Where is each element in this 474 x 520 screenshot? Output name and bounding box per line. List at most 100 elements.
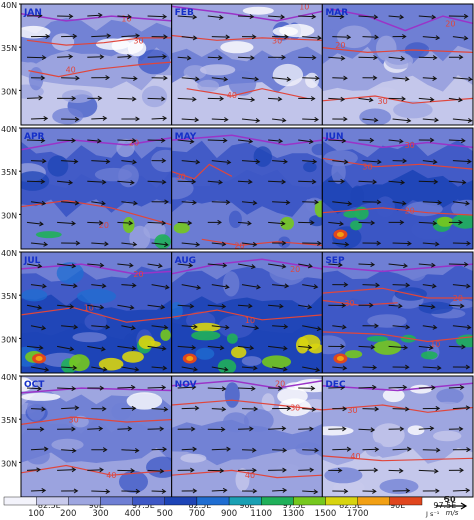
panel-may: 30 20 MAY — [171, 127, 323, 250]
lon-tick-label: 82.5E — [188, 501, 211, 510]
wind-vector — [332, 75, 348, 81]
wind-vector — [328, 467, 343, 473]
wind-vector — [57, 263, 77, 269]
wind-vector — [26, 221, 44, 227]
wind-vector — [388, 468, 404, 474]
wind-vector — [87, 179, 107, 185]
wind-vector — [147, 179, 167, 185]
wind-vector — [358, 467, 379, 473]
wind-vector — [87, 304, 105, 310]
wind-vector — [57, 54, 74, 60]
panel-sep: 20 30 10 SEP — [321, 251, 474, 374]
field-patch-light — [111, 37, 144, 55]
wind-vector — [181, 446, 198, 452]
field-patch-light — [242, 6, 274, 15]
wind-vector — [358, 220, 376, 226]
wind-vector — [388, 345, 409, 351]
wind-vector — [328, 138, 347, 144]
contour-purple — [329, 8, 474, 32]
lon-tick-label: 90E — [390, 501, 405, 510]
wind-vector — [328, 302, 347, 308]
wind-vector — [422, 241, 440, 247]
wind-vector — [241, 406, 259, 412]
field-patch — [52, 108, 84, 125]
panel-frame — [321, 127, 474, 250]
wind-vector — [422, 75, 438, 81]
field-patch — [405, 260, 427, 282]
wind-vector — [30, 488, 47, 494]
wind-vector — [30, 366, 50, 372]
field-patch-high — [345, 350, 363, 359]
field-patch-high — [373, 340, 402, 355]
wind-vector — [388, 263, 408, 269]
wind-vector — [241, 284, 261, 290]
wind-vector — [237, 138, 254, 144]
panel-frame — [321, 251, 474, 374]
wind-vector — [302, 366, 321, 373]
wind-vector — [272, 283, 290, 289]
wind-vector — [241, 118, 261, 123]
month-label: JUL — [23, 256, 41, 266]
wind-vector — [211, 199, 231, 205]
field-patch-max-core — [35, 355, 43, 361]
wind-vector — [87, 426, 104, 432]
wind-vector — [448, 219, 463, 225]
colorbar-tick-label: 1100 — [250, 509, 272, 519]
wind-vector — [392, 446, 412, 452]
field-patch-light — [277, 387, 308, 405]
wind-vector — [117, 96, 137, 102]
contour-label: 20 — [133, 270, 143, 279]
wind-vector — [268, 345, 288, 351]
wind-vector — [418, 425, 435, 431]
wind-vector — [388, 384, 408, 390]
wind-vector — [151, 115, 168, 121]
wind-vector — [61, 158, 79, 164]
wind-vector — [181, 324, 198, 330]
contour-red — [171, 469, 323, 479]
wind-vector — [268, 179, 287, 185]
wind-vector — [358, 344, 376, 350]
wind-vector — [181, 76, 200, 82]
wind-vector — [388, 179, 406, 185]
wind-vector — [448, 344, 466, 350]
lat-tick-label: 35N — [1, 416, 17, 425]
field-patch — [275, 463, 301, 478]
reference-unit: m/s — [446, 509, 459, 517]
field-patch — [197, 79, 220, 92]
wind-vector — [418, 179, 439, 185]
field-patch-high — [227, 333, 238, 344]
wind-vector — [151, 284, 170, 290]
wind-vector — [117, 384, 136, 390]
lat-tick-label: 35N — [1, 168, 17, 177]
lat-tick-label: 40N — [1, 1, 17, 10]
wind-vector — [61, 33, 78, 39]
field-patch — [418, 301, 453, 314]
panel-feb: 30 40 10 FEB — [171, 3, 323, 126]
colorbar-swatch — [196, 496, 230, 506]
field-patch-high — [98, 357, 124, 371]
wind-vector — [298, 139, 314, 144]
wind-vector — [362, 446, 380, 452]
field-patch-max-core — [336, 355, 344, 361]
contour-label: 10 — [84, 304, 94, 313]
month-label: SEP — [325, 256, 345, 266]
field-patch-high — [35, 231, 62, 239]
colorbar-swatch — [164, 496, 198, 506]
contour-red — [322, 455, 474, 462]
wind-vector — [392, 76, 410, 82]
field-patch — [243, 409, 274, 432]
wind-vector — [91, 324, 111, 330]
wind-vector — [362, 34, 379, 40]
wind-vector — [332, 34, 352, 40]
wind-vector — [448, 54, 464, 60]
colorbar-tick-label: 300 — [92, 509, 108, 519]
wind-vector — [392, 324, 411, 330]
contour-red — [322, 47, 474, 54]
wind-vector — [422, 447, 441, 453]
colorbar-tick-label: 400 — [124, 509, 140, 519]
wind-vector — [121, 200, 138, 206]
wind-vector — [328, 385, 346, 391]
wind-vector — [57, 95, 77, 101]
wind-vector — [362, 406, 380, 412]
field-patch-high — [69, 354, 90, 372]
